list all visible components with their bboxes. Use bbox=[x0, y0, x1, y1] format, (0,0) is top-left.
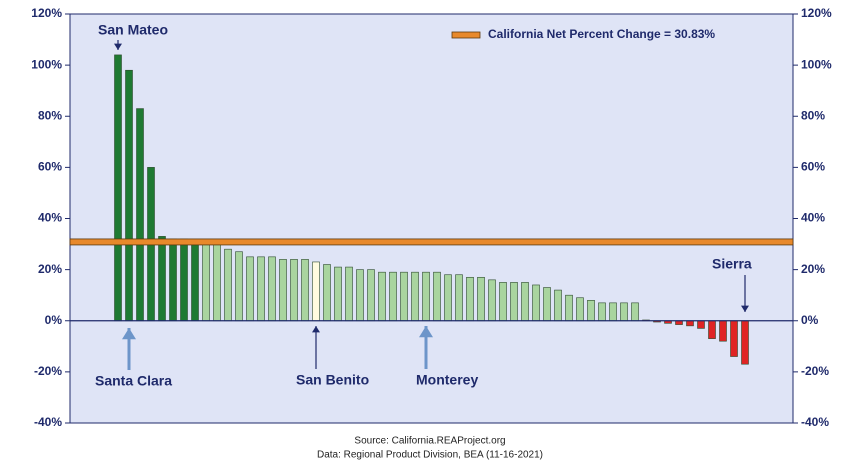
bar bbox=[719, 320, 727, 342]
bar bbox=[114, 54, 122, 322]
annotation: Monterey bbox=[416, 372, 478, 388]
bar bbox=[466, 276, 474, 322]
bar bbox=[532, 284, 540, 322]
bar bbox=[587, 299, 595, 322]
y-tick-label: 60% bbox=[38, 160, 62, 174]
bar bbox=[356, 269, 364, 322]
bar bbox=[334, 266, 342, 322]
bar bbox=[235, 251, 243, 322]
arrow-head bbox=[741, 305, 749, 312]
arrow-head bbox=[122, 328, 136, 340]
bar bbox=[433, 271, 441, 322]
bar bbox=[499, 282, 507, 322]
bar bbox=[697, 320, 705, 329]
bar bbox=[290, 259, 298, 322]
y-tick-label: 100% bbox=[31, 57, 62, 71]
arrow-head bbox=[419, 326, 433, 338]
y-tick-label: -40% bbox=[34, 415, 62, 429]
y2-tick-label: 60% bbox=[801, 160, 825, 174]
y2-tick-label: -20% bbox=[801, 364, 829, 378]
bar bbox=[125, 69, 133, 322]
bar bbox=[202, 243, 210, 322]
bar bbox=[455, 274, 463, 322]
bar bbox=[510, 282, 518, 322]
y2-tick-label: 120% bbox=[801, 6, 832, 20]
plot-area bbox=[69, 13, 794, 424]
data-note: Data: Regional Product Division, BEA (11… bbox=[317, 450, 543, 461]
bar bbox=[191, 241, 199, 322]
source: Source: California.REAProject.org bbox=[354, 436, 505, 447]
y-tick-label: 0% bbox=[45, 313, 63, 327]
bar bbox=[136, 108, 144, 322]
bar bbox=[246, 256, 254, 322]
annotation: Sierra bbox=[712, 256, 752, 272]
bar bbox=[444, 274, 452, 322]
y-tick-label: -20% bbox=[34, 364, 62, 378]
y2-tick-label: 100% bbox=[801, 57, 832, 71]
annotation: San Mateo bbox=[98, 22, 168, 38]
bar bbox=[488, 279, 496, 322]
bar bbox=[378, 271, 386, 322]
legend-swatch bbox=[451, 31, 481, 39]
bar bbox=[367, 269, 375, 322]
arrow-head bbox=[312, 326, 320, 333]
annotation: Santa Clara bbox=[95, 373, 172, 389]
bar bbox=[224, 248, 232, 322]
y-tick-label: 120% bbox=[31, 6, 62, 20]
bar bbox=[741, 320, 749, 365]
bar bbox=[279, 259, 287, 322]
bar bbox=[620, 302, 628, 322]
bar bbox=[609, 302, 617, 322]
bar bbox=[400, 271, 408, 322]
bar bbox=[554, 289, 562, 322]
bar bbox=[268, 256, 276, 322]
bar bbox=[598, 302, 606, 322]
bar bbox=[312, 261, 320, 322]
bar bbox=[565, 294, 573, 322]
bar bbox=[576, 297, 584, 322]
bar bbox=[158, 236, 166, 322]
bar bbox=[345, 266, 353, 322]
bar bbox=[477, 276, 485, 322]
y2-tick-label: 80% bbox=[801, 108, 825, 122]
reference-line bbox=[69, 238, 794, 246]
bar bbox=[257, 256, 265, 322]
y-tick-label: 40% bbox=[38, 211, 62, 225]
bar bbox=[543, 287, 551, 322]
bar bbox=[730, 320, 738, 357]
bar bbox=[169, 238, 177, 322]
y2-tick-label: 20% bbox=[801, 262, 825, 276]
bar bbox=[180, 238, 188, 322]
bar bbox=[631, 302, 639, 322]
bar bbox=[323, 264, 331, 322]
bar bbox=[301, 259, 309, 322]
bar bbox=[422, 271, 430, 322]
bar bbox=[213, 243, 221, 322]
y2-tick-label: 0% bbox=[801, 313, 819, 327]
bar bbox=[521, 282, 529, 322]
annotation: San Benito bbox=[296, 372, 369, 388]
bar bbox=[708, 320, 716, 339]
arrow-head bbox=[114, 43, 122, 50]
legend-label: California Net Percent Change = 30.83% bbox=[488, 27, 715, 41]
y2-tick-label: -40% bbox=[801, 415, 829, 429]
bar bbox=[389, 271, 397, 322]
bar bbox=[686, 320, 694, 327]
y-tick-label: 20% bbox=[38, 262, 62, 276]
y2-tick-label: 40% bbox=[801, 211, 825, 225]
y-tick-label: 80% bbox=[38, 108, 62, 122]
bar bbox=[411, 271, 419, 322]
